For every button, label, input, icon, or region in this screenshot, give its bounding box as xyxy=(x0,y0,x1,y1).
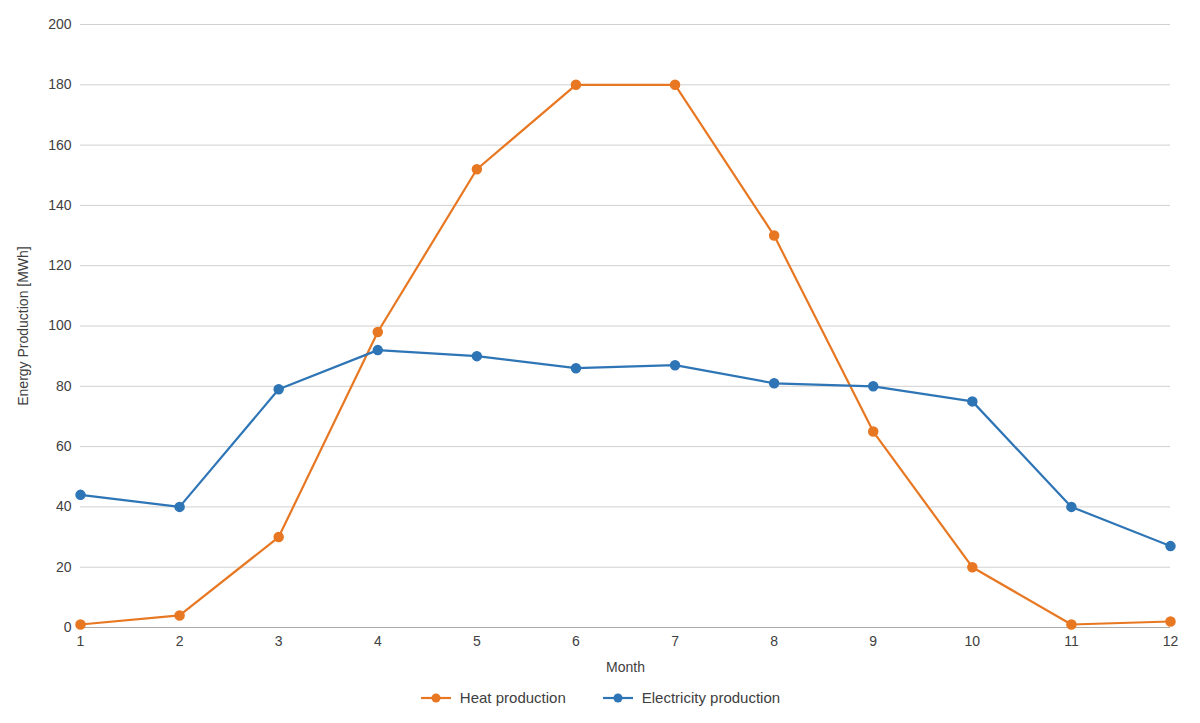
svg-text:1: 1 xyxy=(77,633,85,649)
svg-text:100: 100 xyxy=(48,317,72,333)
svg-text:180: 180 xyxy=(48,76,72,92)
svg-text:Month: Month xyxy=(606,659,645,675)
svg-text:12: 12 xyxy=(1163,633,1179,649)
svg-text:20: 20 xyxy=(56,559,72,575)
svg-text:11: 11 xyxy=(1064,633,1079,649)
svg-text:2: 2 xyxy=(176,633,184,649)
svg-text:120: 120 xyxy=(48,257,72,273)
svg-text:10: 10 xyxy=(965,633,981,649)
svg-text:40: 40 xyxy=(56,498,72,514)
svg-text:5: 5 xyxy=(473,633,481,649)
svg-text:60: 60 xyxy=(56,438,72,454)
svg-text:3: 3 xyxy=(275,633,283,649)
svg-text:8: 8 xyxy=(770,633,778,649)
svg-text:Energy Production [MWh]: Energy Production [MWh] xyxy=(15,246,31,406)
svg-text:160: 160 xyxy=(48,137,72,153)
svg-text:7: 7 xyxy=(671,633,679,649)
html-text:Electricity production: Electricity production xyxy=(641,689,781,706)
svg-text:6: 6 xyxy=(572,633,580,649)
svg-text:80: 80 xyxy=(56,378,72,394)
svg-text:0: 0 xyxy=(64,619,72,635)
svg-text:140: 140 xyxy=(48,197,72,213)
svg-text:4: 4 xyxy=(374,633,382,649)
svg-text:200: 200 xyxy=(48,16,72,32)
html-text:Heat production: Heat production xyxy=(459,689,566,706)
svg-text:9: 9 xyxy=(869,633,877,649)
